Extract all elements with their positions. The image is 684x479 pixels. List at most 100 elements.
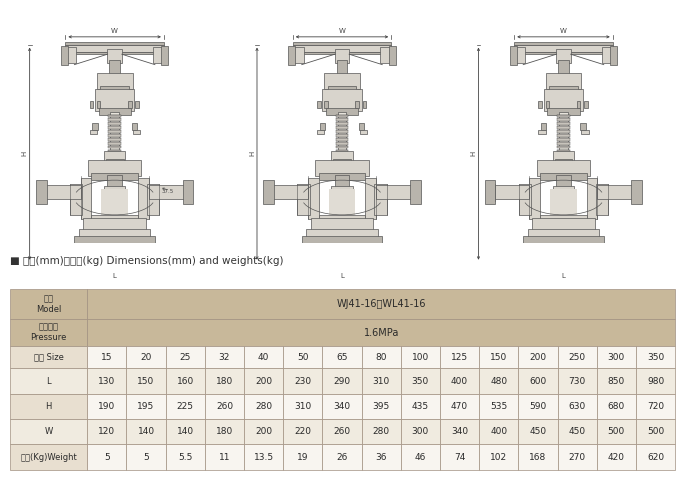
Bar xyxy=(70,52,159,54)
Bar xyxy=(514,47,525,63)
Text: 37.5: 37.5 xyxy=(161,189,174,194)
Bar xyxy=(335,49,349,63)
Bar xyxy=(401,419,440,445)
Bar xyxy=(336,126,348,129)
Text: H: H xyxy=(471,151,477,156)
Text: 195: 195 xyxy=(137,402,155,411)
Text: ■ 尺寸(mm)和重量(kg) Dimensions(mm) and weights(kg): ■ 尺寸(mm)和重量(kg) Dimensions(mm) and weigh… xyxy=(10,256,284,266)
Bar xyxy=(266,183,273,201)
Text: 600: 600 xyxy=(529,376,547,386)
Bar xyxy=(636,346,675,368)
Bar xyxy=(81,244,148,257)
Bar xyxy=(10,419,88,445)
Bar xyxy=(362,394,401,419)
Bar xyxy=(362,445,401,470)
Text: 980: 980 xyxy=(647,376,664,386)
Bar xyxy=(541,123,547,130)
Bar xyxy=(557,122,570,125)
Text: 19: 19 xyxy=(297,453,308,462)
Text: 160: 160 xyxy=(176,376,194,386)
Bar xyxy=(244,419,283,445)
Bar xyxy=(10,394,88,419)
Bar xyxy=(104,186,125,193)
Bar xyxy=(518,368,557,394)
Bar xyxy=(322,346,362,368)
Bar xyxy=(108,142,121,145)
Bar xyxy=(636,419,675,445)
Text: 620: 620 xyxy=(647,453,664,462)
Bar xyxy=(205,445,244,470)
Bar xyxy=(557,126,570,129)
Bar xyxy=(365,178,376,219)
Bar xyxy=(88,289,675,319)
Bar xyxy=(440,445,479,470)
Bar xyxy=(308,178,319,219)
Bar xyxy=(326,108,358,115)
Text: 11: 11 xyxy=(219,453,231,462)
Bar xyxy=(322,394,362,419)
Text: 型号
Model: 型号 Model xyxy=(36,295,62,314)
Bar xyxy=(537,160,590,176)
Bar xyxy=(104,150,125,161)
Bar xyxy=(244,394,283,419)
Bar xyxy=(88,346,127,368)
Text: W: W xyxy=(560,28,567,34)
Bar xyxy=(263,180,274,205)
Bar xyxy=(101,86,129,93)
Bar xyxy=(556,175,570,189)
Text: 220: 220 xyxy=(294,427,311,436)
Text: 190: 190 xyxy=(98,402,116,411)
Bar xyxy=(98,108,131,115)
Text: 590: 590 xyxy=(529,402,547,411)
Text: 280: 280 xyxy=(373,427,390,436)
Bar xyxy=(289,46,295,65)
Bar xyxy=(557,419,596,445)
Bar xyxy=(389,46,395,65)
Bar xyxy=(319,123,325,130)
Text: WJ41-16、WL41-16: WJ41-16、WL41-16 xyxy=(337,299,426,309)
Bar xyxy=(138,178,148,219)
Bar xyxy=(328,86,356,93)
Bar xyxy=(557,146,570,148)
Bar xyxy=(108,134,121,137)
Text: 150: 150 xyxy=(490,353,508,362)
Bar xyxy=(293,47,304,63)
Bar xyxy=(337,60,347,76)
Bar xyxy=(315,160,369,176)
Text: 125: 125 xyxy=(451,353,468,362)
Bar xyxy=(183,180,194,205)
Text: 400: 400 xyxy=(451,376,468,386)
Bar xyxy=(336,130,348,133)
Bar xyxy=(479,419,518,445)
Bar xyxy=(108,146,121,148)
Bar xyxy=(70,254,159,262)
Text: 340: 340 xyxy=(451,427,468,436)
Bar xyxy=(83,218,146,232)
Text: 40: 40 xyxy=(258,353,269,362)
Bar xyxy=(205,346,244,368)
Bar xyxy=(336,142,348,145)
Bar xyxy=(61,46,68,65)
Bar xyxy=(518,184,531,215)
Bar xyxy=(577,101,581,108)
Bar xyxy=(283,394,322,419)
Text: W: W xyxy=(339,28,345,34)
Bar xyxy=(127,445,166,470)
Bar xyxy=(166,394,205,419)
Text: 350: 350 xyxy=(647,353,664,362)
Bar xyxy=(636,445,675,470)
Bar xyxy=(557,150,570,152)
Text: 168: 168 xyxy=(529,453,547,462)
Bar xyxy=(362,368,401,394)
Bar xyxy=(166,346,205,368)
Text: 180: 180 xyxy=(216,376,233,386)
Bar xyxy=(631,180,642,205)
Bar xyxy=(540,215,587,224)
Bar xyxy=(492,185,529,199)
Text: 300: 300 xyxy=(412,427,429,436)
Text: 140: 140 xyxy=(137,427,155,436)
Bar xyxy=(376,185,414,199)
Bar xyxy=(559,113,568,154)
Bar xyxy=(514,42,613,45)
Bar xyxy=(636,394,675,419)
